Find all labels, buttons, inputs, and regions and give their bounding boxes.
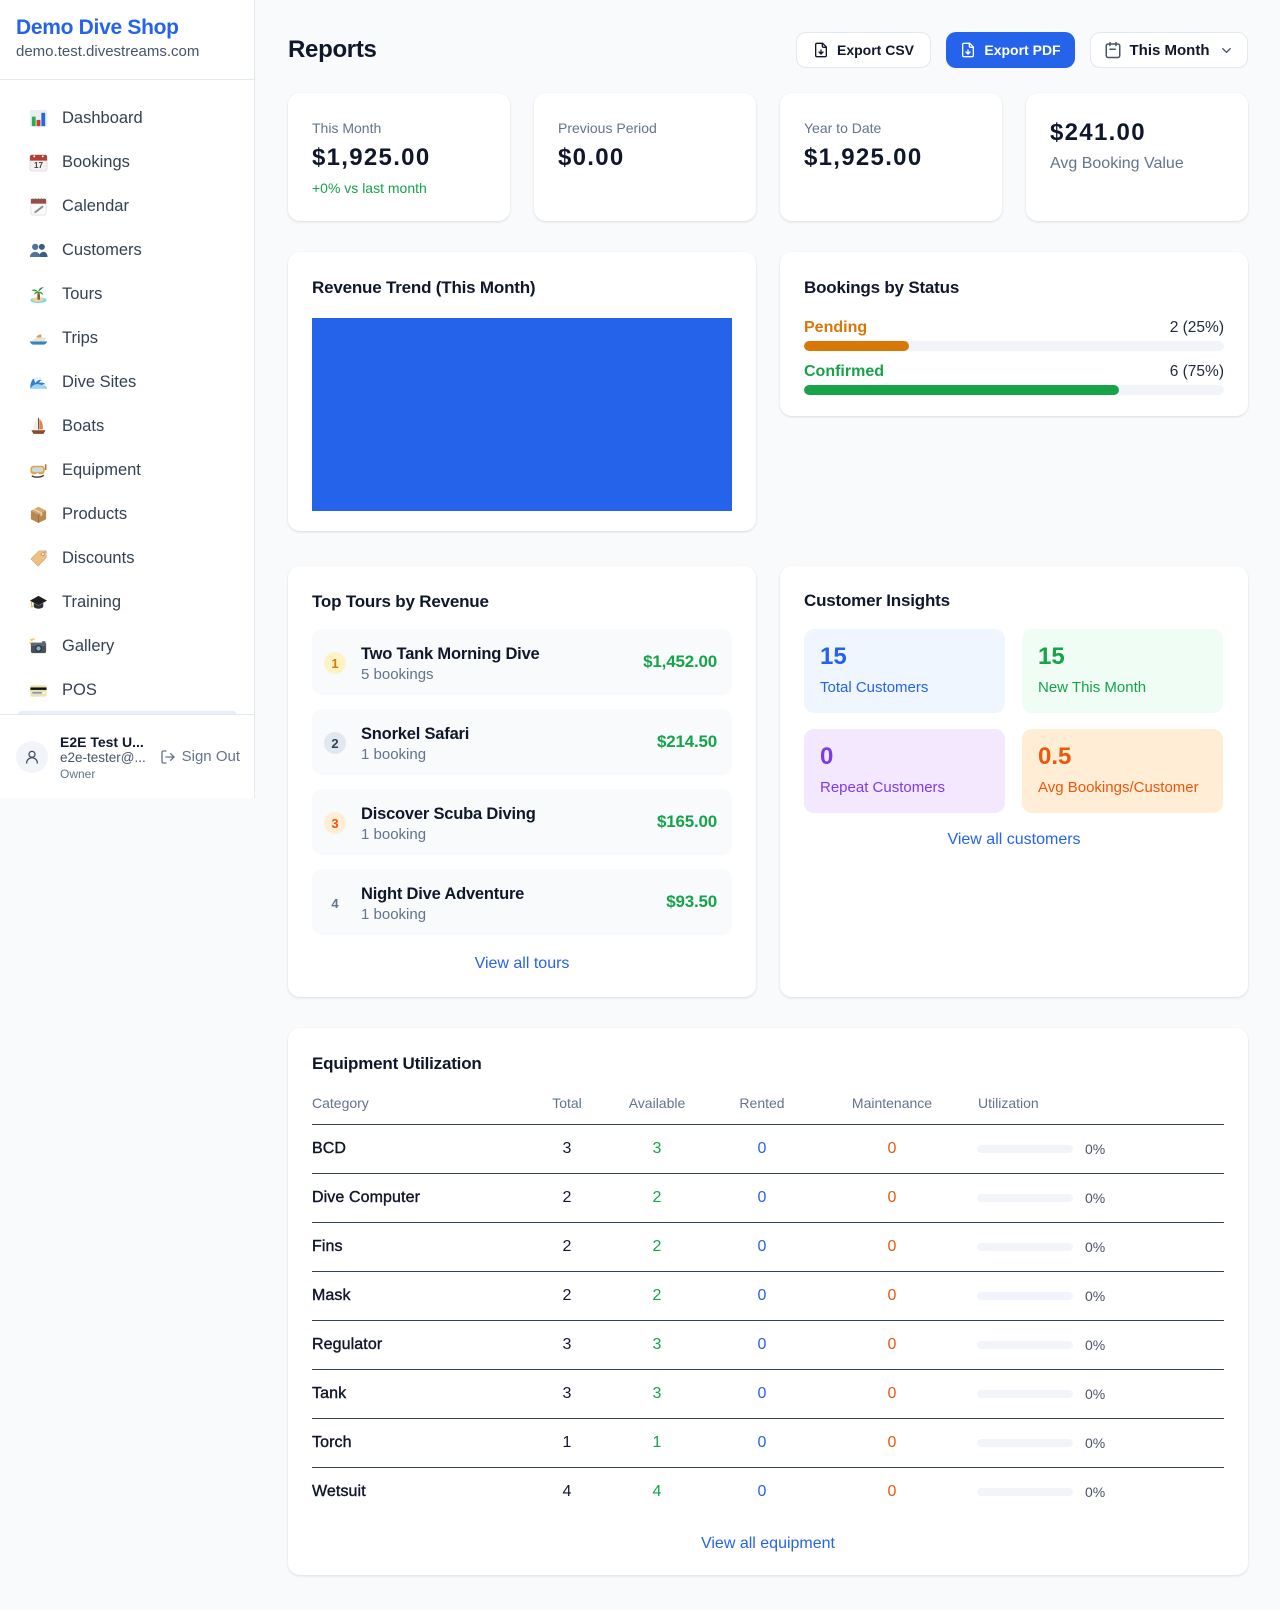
svg-text:17: 17	[34, 161, 43, 170]
